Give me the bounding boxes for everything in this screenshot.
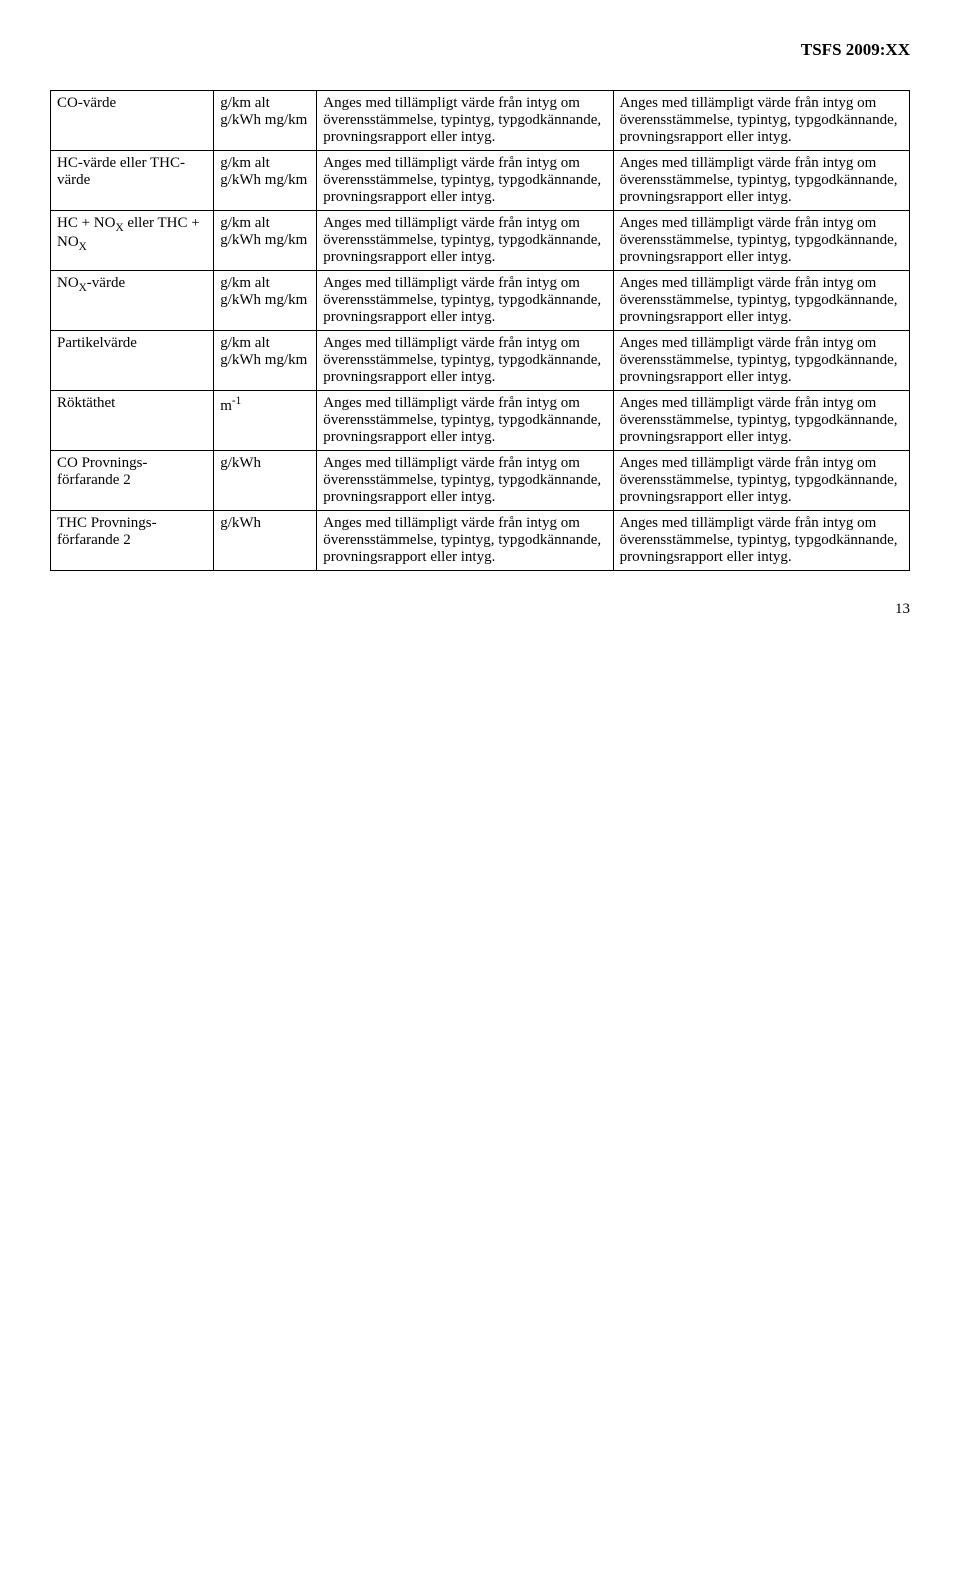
row-unit: g/kWh (214, 451, 317, 511)
table-row: Partikelvärde g/km alt g/kWh mg/km Anges… (51, 331, 910, 391)
row-label: HC-värde eller THC-värde (51, 151, 214, 211)
row-label: HC + NOX eller THC + NOX (51, 211, 214, 271)
row-unit: m-1 (214, 391, 317, 451)
row-text: Anges med tillämpligt värde från intyg o… (613, 151, 909, 211)
row-unit: g/km alt g/kWh mg/km (214, 91, 317, 151)
row-label: THC Provnings-förfarande 2 (51, 511, 214, 571)
row-text: Anges med tillämpligt värde från intyg o… (317, 271, 613, 331)
row-label: Partikelvärde (51, 331, 214, 391)
row-text: Anges med tillämpligt värde från intyg o… (613, 91, 909, 151)
row-text: Anges med tillämpligt värde från intyg o… (317, 151, 613, 211)
row-text: Anges med tillämpligt värde från intyg o… (613, 391, 909, 451)
page-header: TSFS 2009:XX (50, 40, 910, 60)
row-text: Anges med tillämpligt värde från intyg o… (613, 271, 909, 331)
table-row: NOX-värde g/km alt g/kWh mg/km Anges med… (51, 271, 910, 331)
row-text: Anges med tillämpligt värde från intyg o… (613, 451, 909, 511)
row-text: Anges med tillämpligt värde från intyg o… (317, 451, 613, 511)
row-text: Anges med tillämpligt värde från intyg o… (317, 391, 613, 451)
table-row: CO Provnings-förfarande 2 g/kWh Anges me… (51, 451, 910, 511)
row-text: Anges med tillämpligt värde från intyg o… (317, 331, 613, 391)
emissions-table: CO-värde g/km alt g/kWh mg/km Anges med … (50, 90, 910, 571)
row-label: CO Provnings-förfarande 2 (51, 451, 214, 511)
table-row: CO-värde g/km alt g/kWh mg/km Anges med … (51, 91, 910, 151)
row-text: Anges med tillämpligt värde från intyg o… (317, 91, 613, 151)
row-text: Anges med tillämpligt värde från intyg o… (317, 211, 613, 271)
row-unit: g/km alt g/kWh mg/km (214, 271, 317, 331)
row-label: Röktäthet (51, 391, 214, 451)
row-text: Anges med tillämpligt värde från intyg o… (317, 511, 613, 571)
row-unit: g/kWh (214, 511, 317, 571)
table-row: Röktäthet m-1 Anges med tillämpligt värd… (51, 391, 910, 451)
table-row: HC-värde eller THC-värde g/km alt g/kWh … (51, 151, 910, 211)
table-row: THC Provnings-förfarande 2 g/kWh Anges m… (51, 511, 910, 571)
row-text: Anges med tillämpligt värde från intyg o… (613, 331, 909, 391)
row-label: NOX-värde (51, 271, 214, 331)
table-row: HC + NOX eller THC + NOX g/km alt g/kWh … (51, 211, 910, 271)
row-text: Anges med tillämpligt värde från intyg o… (613, 211, 909, 271)
row-unit: g/km alt g/kWh mg/km (214, 211, 317, 271)
row-text: Anges med tillämpligt värde från intyg o… (613, 511, 909, 571)
row-label: CO-värde (51, 91, 214, 151)
row-unit: g/km alt g/kWh mg/km (214, 151, 317, 211)
page-number: 13 (50, 601, 910, 618)
row-unit: g/km alt g/kWh mg/km (214, 331, 317, 391)
